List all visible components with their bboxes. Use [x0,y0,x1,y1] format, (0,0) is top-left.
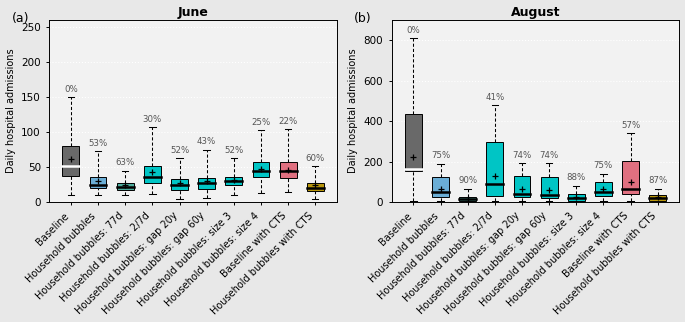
Text: 22%: 22% [279,117,298,126]
Text: 88%: 88% [566,173,586,182]
Text: (a): (a) [12,13,29,25]
Bar [171,179,188,190]
Bar [253,162,269,177]
Text: 75%: 75% [594,161,613,170]
Bar [514,176,530,197]
Text: 75%: 75% [431,151,450,160]
Text: 0%: 0% [406,26,420,35]
Title: August: August [511,5,560,19]
Text: 30%: 30% [142,115,162,124]
Text: 87%: 87% [648,176,667,185]
Bar [622,161,639,194]
Bar [405,114,422,171]
Bar [62,146,79,176]
Bar [432,177,449,197]
Text: 57%: 57% [621,121,640,130]
Text: 25%: 25% [251,118,271,127]
Bar [144,166,161,183]
Text: 63%: 63% [116,158,135,167]
Y-axis label: Daily hospital admissions: Daily hospital admissions [5,49,16,173]
Bar [459,197,476,201]
Text: 90%: 90% [458,176,477,185]
Bar [279,162,297,178]
Text: 41%: 41% [485,93,504,102]
Bar [307,183,324,191]
Bar [486,142,503,196]
Text: 52%: 52% [170,146,189,155]
Bar [117,183,134,190]
Bar [595,182,612,196]
Title: June: June [177,5,208,19]
Bar [540,177,558,198]
Bar [198,178,215,189]
Bar [90,177,106,188]
Bar [568,194,585,201]
Text: 53%: 53% [88,139,108,148]
Y-axis label: Daily hospital admissions: Daily hospital admissions [348,49,358,173]
Text: (b): (b) [354,13,372,25]
Bar [225,177,242,185]
Text: 0%: 0% [64,85,78,94]
Text: 43%: 43% [197,137,216,147]
Text: 74%: 74% [512,151,532,160]
Text: 74%: 74% [540,151,559,160]
Text: 60%: 60% [306,154,325,163]
Text: 52%: 52% [224,146,243,155]
Bar [649,195,666,201]
